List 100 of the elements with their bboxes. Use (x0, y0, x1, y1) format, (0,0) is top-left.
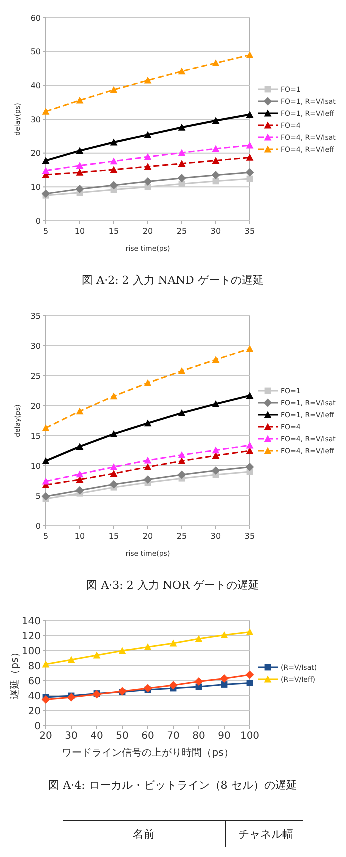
point (144, 131, 152, 138)
point (178, 470, 186, 480)
point (246, 52, 254, 58)
point (67, 693, 76, 702)
point (144, 476, 152, 484)
point (144, 76, 152, 84)
point (110, 480, 118, 489)
point (212, 466, 220, 475)
point (93, 652, 101, 659)
point (144, 456, 152, 464)
point (42, 190, 50, 198)
point (76, 168, 84, 176)
point (110, 392, 118, 400)
point (42, 492, 50, 501)
point (42, 458, 50, 464)
x-tick-label: 35 (244, 227, 256, 236)
point (212, 60, 220, 67)
x-tick-label: 30 (210, 227, 222, 236)
point (110, 166, 118, 174)
point (76, 486, 84, 495)
text: 名前 (133, 828, 155, 841)
y-tick-label: 50 (30, 48, 41, 57)
y-tick-label: 20 (30, 402, 41, 411)
point (178, 160, 186, 168)
point (144, 380, 152, 386)
y-tick-label: 60 (28, 676, 41, 688)
point (246, 628, 254, 636)
x-tick-label: 20 (142, 532, 154, 541)
point (178, 149, 186, 156)
x-tick-label: 40 (90, 731, 104, 742)
point (178, 368, 186, 374)
point (246, 142, 254, 149)
point (178, 458, 186, 464)
y-tick-label: 10 (30, 462, 41, 471)
y-tick-label: 80 (28, 662, 41, 672)
y-tick-label: 25 (30, 372, 41, 381)
point (194, 678, 204, 686)
point (246, 154, 254, 161)
x-tick-label: 15 (108, 227, 120, 236)
point (246, 168, 254, 177)
y-tick-label: 120 (22, 632, 41, 642)
y-tick-label: 20 (28, 706, 41, 718)
point (144, 644, 152, 650)
point (76, 96, 84, 104)
x-tick-label: 25 (176, 227, 188, 236)
x-tick-label: 90 (218, 731, 231, 742)
point (76, 184, 84, 194)
point (144, 684, 152, 693)
x-tick-label: 25 (176, 532, 188, 541)
point (42, 157, 50, 164)
point (76, 147, 84, 154)
point (144, 464, 152, 470)
text: チャネル幅 (238, 828, 294, 841)
text: 図 A·2: 2 入力 NAND ゲートの遅延 (82, 274, 264, 287)
point (178, 174, 186, 183)
point (246, 680, 254, 686)
point (42, 478, 50, 485)
point (76, 408, 84, 415)
y-tick-label: 30 (30, 115, 41, 124)
point (170, 640, 178, 647)
x-tick-label: 100 (240, 731, 260, 742)
y-tick-label: 100 (22, 646, 41, 658)
point (110, 86, 118, 94)
x-tick-label: 30 (65, 731, 78, 742)
point (144, 163, 152, 170)
point (212, 145, 220, 152)
y-axis-title: 遅延（ps） (9, 648, 21, 700)
point (42, 696, 50, 704)
point (169, 681, 178, 690)
y-tick-label: 30 (30, 342, 41, 351)
point (144, 178, 152, 186)
y-tick-label: 0 (36, 522, 41, 531)
y-tick-label: 35 (30, 312, 41, 321)
text: 図 A·3: 2 入力 NOR ゲートの遅延 (86, 579, 260, 592)
point (220, 674, 229, 683)
point (42, 424, 50, 432)
x-tick-label: 20 (142, 227, 154, 236)
point (42, 660, 50, 668)
point (178, 68, 186, 75)
text: 図 A·4: ローカル・ビットライン（8 セル）の遅延 (48, 779, 298, 792)
point (212, 356, 220, 363)
point (212, 117, 220, 124)
x-tick-label: 70 (167, 731, 180, 742)
point (220, 632, 228, 638)
point (246, 345, 254, 352)
x-tick-label: 35 (244, 532, 256, 541)
y-tick-label: 20 (30, 149, 41, 158)
point (178, 124, 186, 131)
x-tick-label: 5 (43, 227, 49, 236)
x-axis-title: ワードライン信号の上がり時間（ps） (62, 747, 234, 759)
point (110, 138, 118, 146)
x-tick-label: 10 (74, 227, 86, 236)
point (246, 392, 254, 399)
point (118, 647, 126, 654)
point (212, 157, 220, 164)
point (110, 181, 118, 190)
point (76, 162, 84, 170)
x-tick-label: 60 (142, 731, 154, 742)
point (221, 682, 228, 688)
point (212, 400, 220, 408)
